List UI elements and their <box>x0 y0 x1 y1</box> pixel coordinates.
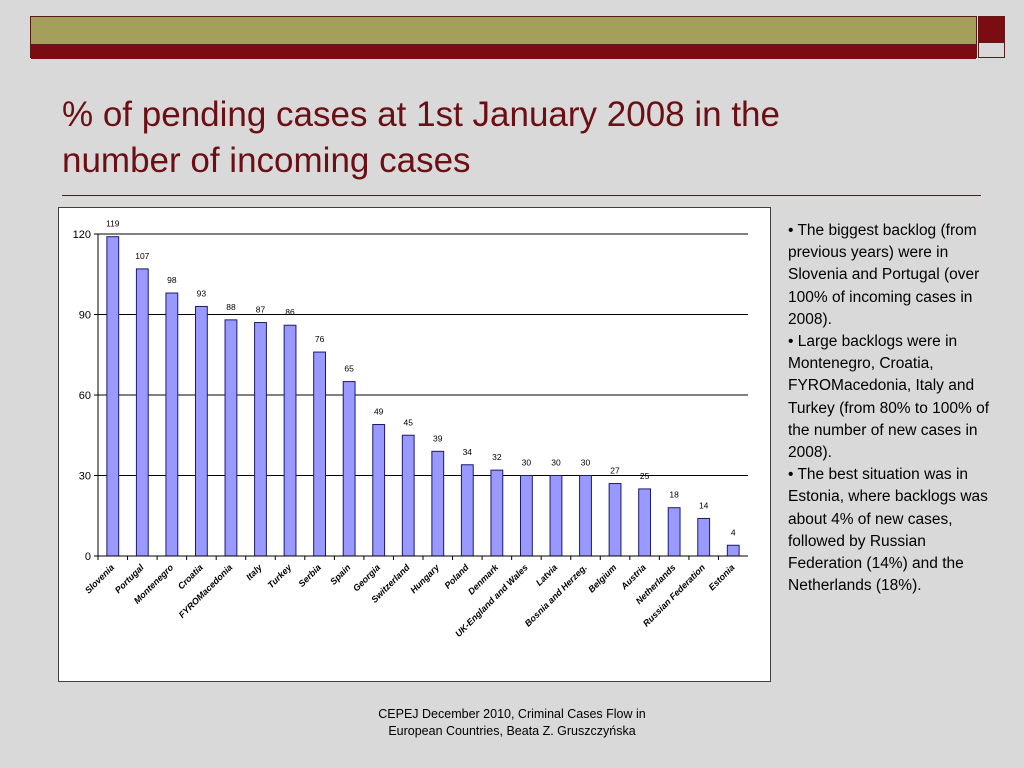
chart-panel: 0 30 60 90 120 119 Slovenia 107 Portugal 98 Monten… <box>58 207 771 682</box>
data-label: 30 <box>551 458 561 468</box>
data-label: 30 <box>522 458 532 468</box>
bar <box>638 488 652 557</box>
header-band-maroon <box>31 45 976 59</box>
bar <box>697 517 711 557</box>
bar <box>254 322 267 557</box>
bar <box>195 305 208 557</box>
slide-footer: CEPEJ December 2010, Criminal Cases Flow… <box>300 706 724 740</box>
bar-chart: 0306090120119Slovenia107Portugal98Monten… <box>73 219 748 639</box>
category-label: Croatia <box>176 562 205 591</box>
category-label: Slovenia <box>83 562 116 595</box>
data-label: 119 <box>106 219 120 229</box>
y-tick-label: 120 <box>73 229 91 241</box>
notes-panel: • The biggest backlog (from previous yea… <box>788 220 993 597</box>
bar <box>460 464 474 557</box>
data-label: 34 <box>463 447 473 457</box>
bar <box>549 475 563 557</box>
data-label: 107 <box>135 251 149 261</box>
header-band-olive <box>31 17 976 45</box>
data-label: 76 <box>315 334 325 344</box>
data-label: 14 <box>699 500 709 510</box>
data-label: 86 <box>285 307 295 317</box>
data-label: 18 <box>669 490 679 500</box>
category-label: Spain <box>328 562 353 587</box>
bar <box>579 475 592 557</box>
slide-title-line2: number of incoming cases <box>62 141 471 180</box>
data-label: 49 <box>374 407 384 417</box>
bar <box>490 469 504 557</box>
slide-title-line1: % of pending cases at 1st January 2008 i… <box>62 95 780 134</box>
data-label: 87 <box>256 305 266 315</box>
title-divider <box>62 195 981 196</box>
y-tick-label: 90 <box>79 310 91 322</box>
data-label: 88 <box>226 302 236 312</box>
bar <box>401 434 415 557</box>
category-label: Estonia <box>707 562 737 592</box>
data-label: 65 <box>344 364 354 374</box>
data-label: 93 <box>197 288 207 298</box>
bar <box>224 319 238 557</box>
note-3: • The best situation was in Estonia, whe… <box>788 466 988 595</box>
y-tick-label: 60 <box>79 390 91 402</box>
data-label: 27 <box>610 466 620 476</box>
data-label: 25 <box>640 471 650 481</box>
bar <box>342 381 356 557</box>
bar <box>608 483 622 557</box>
note-2: • Large backlogs were in Montenegro, Cro… <box>788 333 990 462</box>
header-band <box>30 16 977 59</box>
corner-square-bottom <box>978 42 1005 58</box>
data-label: 39 <box>433 433 443 443</box>
bar <box>313 351 327 557</box>
category-label: Hungary <box>408 562 442 596</box>
category-label: FYROMacedonia <box>177 562 235 620</box>
bar <box>106 236 120 557</box>
bar <box>372 424 386 557</box>
category-label: Italy <box>244 562 265 583</box>
bar <box>520 475 533 557</box>
footer-line2: European Countries, Beata Z. Gruszczyńsk… <box>388 724 636 738</box>
bar <box>431 450 445 557</box>
footer-line1: CEPEJ December 2010, Criminal Cases Flow… <box>378 707 646 721</box>
data-label: 30 <box>581 458 591 468</box>
category-label: Turkey <box>266 562 295 591</box>
category-label: Latvia <box>534 562 559 587</box>
data-label: 98 <box>167 275 177 285</box>
y-tick-label: 30 <box>79 471 91 483</box>
corner-square-top <box>978 16 1005 43</box>
bar <box>667 507 681 557</box>
data-label: 4 <box>731 527 736 537</box>
note-1: • The biggest backlog (from previous yea… <box>788 222 980 328</box>
bar <box>726 544 740 557</box>
data-label: 32 <box>492 452 502 462</box>
y-tick-label: 0 <box>85 551 91 563</box>
bar <box>283 324 297 557</box>
bar <box>165 292 179 557</box>
category-label: Poland <box>442 562 471 591</box>
slide-title: % of pending cases at 1st January 2008 i… <box>62 92 962 184</box>
bar <box>135 268 149 557</box>
category-label: Belgium <box>586 562 618 594</box>
category-label: Austria <box>618 562 648 592</box>
category-label: Serbia <box>296 562 323 589</box>
data-label: 45 <box>403 417 413 427</box>
